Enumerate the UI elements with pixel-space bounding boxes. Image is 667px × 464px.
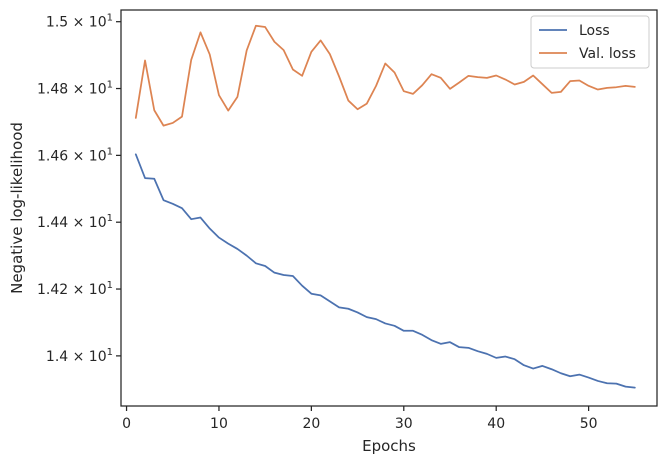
legend: Loss Val. loss (530, 15, 650, 69)
legend-box (530, 15, 650, 69)
plot-lines (134, 24, 636, 389)
y-axis-title: Negative log-likelihood (8, 122, 26, 294)
x-tick-label: 20 (302, 416, 320, 432)
legend-label-val-loss: Val. loss (579, 46, 636, 62)
x-tick-label: 0 (122, 416, 131, 432)
y-axis: 1.4 × 101 1.42 × 101 1.44 × 101 1.46 × 101 1… (37, 13, 121, 365)
x-tick-label: 50 (580, 416, 598, 432)
y-tick-label: 1.46 × 101 (37, 146, 113, 164)
series-line-val-loss (134, 24, 636, 127)
x-axis-title: Epochs (362, 437, 416, 455)
y-tick-label: 1.5 × 101 (46, 13, 113, 31)
y-tick-label: 1.4 × 101 (46, 347, 113, 365)
x-tick-label: 40 (487, 416, 505, 432)
x-tick-label: 30 (395, 416, 413, 432)
x-axis: 0 10 20 30 40 50 (122, 406, 598, 432)
legend-label-loss: Loss (579, 23, 610, 39)
y-tick-label: 1.44 × 101 (37, 213, 113, 231)
y-tick-label: 1.42 × 101 (37, 280, 113, 298)
plot-area-frame (120, 9, 658, 407)
y-tick-label: 1.48 × 101 (37, 80, 113, 98)
series-line-loss (134, 153, 636, 389)
x-tick-label: 10 (210, 416, 228, 432)
